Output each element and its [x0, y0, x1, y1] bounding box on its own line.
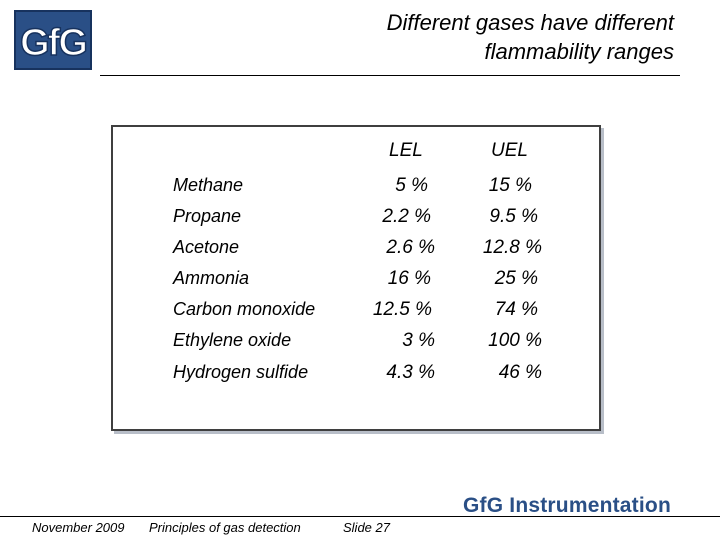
- title-line-2: flammability ranges: [484, 39, 674, 64]
- gas-name: Hydrogen sulfide: [173, 362, 309, 382]
- uel-value: 74 %: [494, 299, 538, 320]
- lel-value: 4.3 %: [386, 362, 435, 383]
- header-uel: UEL: [491, 140, 528, 161]
- lel-value: 16 %: [387, 268, 431, 289]
- title-line-1: Different gases have different: [386, 10, 674, 35]
- uel-value: 46 %: [498, 362, 542, 383]
- svg-text:GfG: GfG: [20, 22, 86, 63]
- brand-wordmark: GfG Instrumentation: [463, 494, 671, 517]
- gas-name: Methane: [173, 175, 244, 195]
- gas-name: Ammonia: [173, 268, 250, 288]
- flammability-table-box: [111, 125, 601, 431]
- footer-date: November 2009: [32, 520, 125, 535]
- lel-value: 12.5 %: [372, 299, 432, 320]
- footer-subject: Principles of gas detection: [149, 520, 301, 535]
- uel-value: 100 %: [488, 330, 542, 351]
- slide-title: Different gases have different flammabil…: [154, 8, 674, 66]
- gfg-logo-icon: GfG: [19, 21, 88, 63]
- gas-name: Carbon monoxide: [173, 299, 316, 319]
- lel-value: 2.2 %: [382, 206, 431, 227]
- gas-name: Ethylene oxide: [173, 330, 292, 350]
- lel-value: 2.6 %: [386, 237, 435, 258]
- uel-value: 25 %: [494, 268, 538, 289]
- uel-value: 15 %: [488, 175, 532, 196]
- header-lel: LEL: [389, 140, 423, 161]
- lel-value: 3 %: [402, 330, 435, 351]
- uel-value: 9.5 %: [489, 206, 538, 227]
- company-logo: GfG: [14, 10, 92, 70]
- title-divider: [100, 75, 680, 76]
- lel-value: 5 %: [395, 175, 428, 196]
- uel-value: 12.8 %: [482, 237, 542, 258]
- gas-name: Propane: [173, 206, 242, 226]
- footer-divider: [0, 516, 720, 517]
- gas-name: Acetone: [173, 237, 240, 257]
- footer-slide-number: Slide 27: [343, 520, 390, 535]
